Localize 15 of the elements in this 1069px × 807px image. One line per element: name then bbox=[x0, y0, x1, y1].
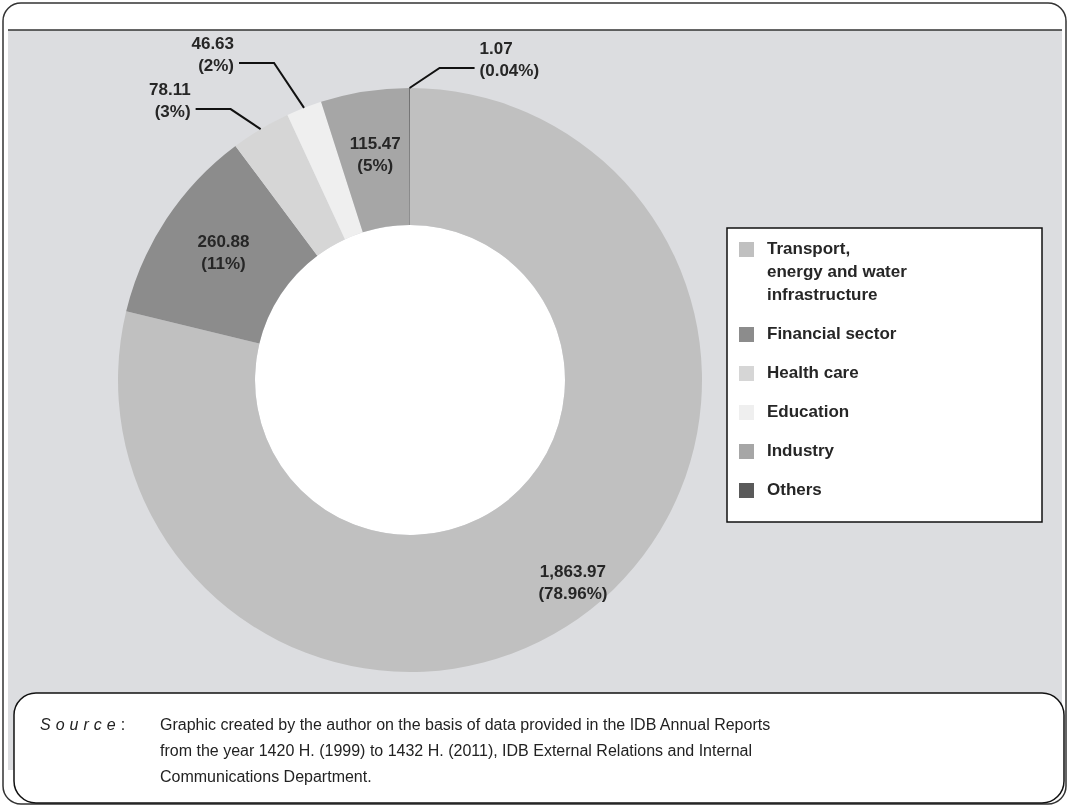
data-label: 1,863.97 (78.96%) bbox=[538, 562, 608, 604]
legend-label: Education bbox=[767, 402, 850, 421]
donut-slice bbox=[321, 88, 410, 233]
legend-label: Others bbox=[767, 480, 822, 499]
legend-label: Health care bbox=[767, 363, 859, 382]
legend-label: Transport, energy and water infrastructure bbox=[767, 239, 908, 304]
text: Source: Graphic created by the author on the basis of data provided in the IDB Annual Reports from the year 1420 H. (1999) to 1432 H. (2011), IDB External Relations and Internal Communications Department. bbox=[40, 716, 771, 785]
data-label: 78.11 (3%) bbox=[149, 80, 191, 122]
data-label: 260.88 (11%) bbox=[197, 231, 250, 273]
data-label: 1.07 (0.04%) bbox=[479, 39, 540, 80]
data-label: 46.63 (2%) bbox=[191, 33, 235, 75]
legend-label: Financial sector bbox=[767, 324, 897, 343]
donut-slice bbox=[126, 145, 318, 344]
data-label: 115.47 (5%) bbox=[349, 134, 401, 176]
legend-label: Industry bbox=[767, 441, 835, 460]
